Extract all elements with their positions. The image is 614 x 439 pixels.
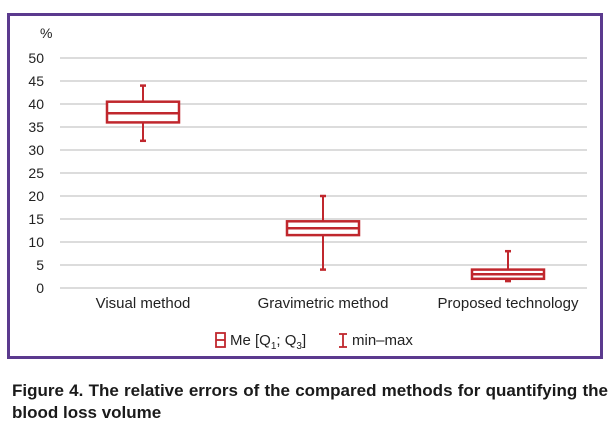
y-tick-label: 5 bbox=[36, 257, 44, 273]
y-axis-unit: % bbox=[40, 25, 52, 41]
box-2 bbox=[470, 249, 546, 283]
y-tick-label: 25 bbox=[28, 165, 44, 181]
x-category-label: Gravimetric method bbox=[258, 295, 389, 312]
legend-box-label: Me [Q1; Q3] bbox=[230, 332, 306, 352]
box-1 bbox=[285, 194, 361, 271]
y-tick-label: 50 bbox=[28, 50, 44, 66]
y-tick-label: 10 bbox=[28, 234, 44, 250]
legend-text-part: Me [Q bbox=[230, 332, 271, 349]
legend-subscript: 1 bbox=[271, 341, 277, 352]
boxplot-chart: 0 5 10 15 20 25 30 35 40 45 50 % Visual method Grav… bbox=[28, 25, 587, 352]
legend-text-part: ; Q bbox=[276, 332, 296, 349]
y-axis-ticks: 0 5 10 15 20 25 30 35 40 45 50 bbox=[28, 50, 44, 296]
y-tick-label: 15 bbox=[28, 211, 44, 227]
chart-frame: 0 5 10 15 20 25 30 35 40 45 50 % Visual method Grav… bbox=[7, 13, 603, 359]
x-category-label: Proposed technology bbox=[438, 295, 579, 312]
box-0 bbox=[105, 84, 181, 143]
y-tick-label: 20 bbox=[28, 188, 44, 204]
legend-whisker-label: min–max bbox=[352, 332, 413, 349]
y-tick-label: 0 bbox=[36, 280, 44, 296]
x-axis-categories: Visual method Gravimetric method Proposed … bbox=[96, 295, 579, 312]
legend-text-part: ] bbox=[302, 332, 306, 349]
legend: Me [Q1; Q3] min–max bbox=[215, 332, 413, 352]
y-tick-label: 45 bbox=[28, 73, 44, 89]
y-tick-label: 35 bbox=[28, 119, 44, 135]
legend-subscript: 3 bbox=[296, 341, 302, 352]
y-tick-label: 40 bbox=[28, 96, 44, 112]
box-series bbox=[105, 84, 546, 283]
figure-caption: Figure 4. The relative errors of the com… bbox=[12, 381, 608, 422]
x-category-label: Visual method bbox=[96, 295, 191, 312]
y-tick-label: 30 bbox=[28, 142, 44, 158]
